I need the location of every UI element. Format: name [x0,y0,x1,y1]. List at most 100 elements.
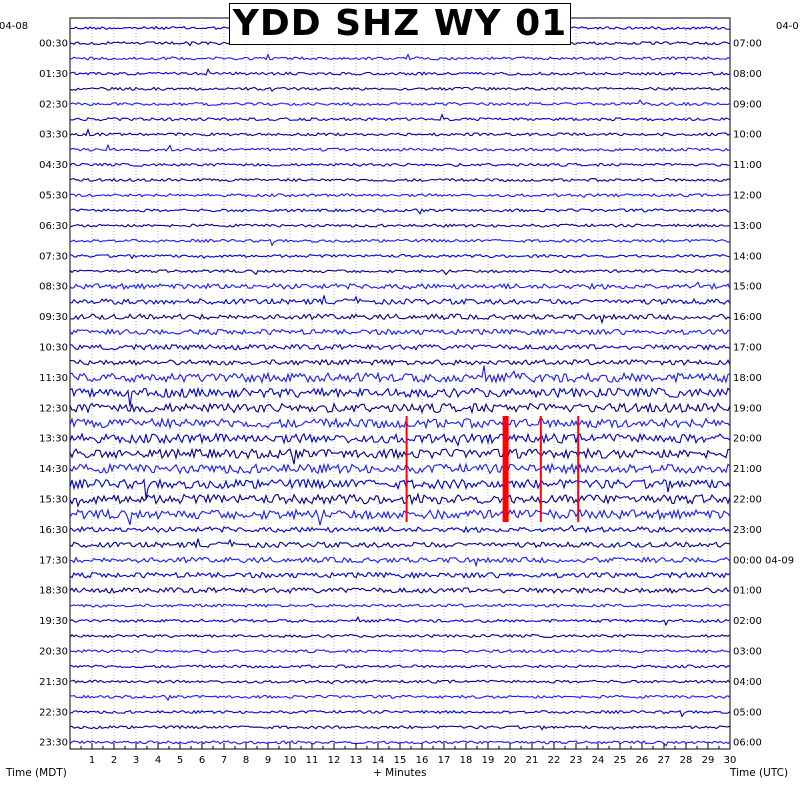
x-tick-label: 25 [614,755,627,766]
trace [69,53,731,61]
left-time-label: 07:30 [39,251,68,262]
x-axis-title: + Minutes [373,767,427,779]
x-tick-label: 21 [526,755,539,766]
trace [69,491,731,508]
left-time-label: 02:30 [39,99,68,110]
trace [69,447,731,465]
left-time-label: 11:30 [39,373,68,384]
trace [69,313,731,325]
right-time-label: 12:00 [733,191,762,202]
left-time-label: 00:30 [39,39,68,50]
trace [69,432,731,447]
left-time-label: 23:30 [39,738,68,749]
right-time-label: 08:00 [733,69,762,80]
x-tick-label: 26 [636,755,649,766]
x-tick-label: 18 [460,755,473,766]
right-time-label: 21:00 [733,464,762,475]
x-tick-label: 10 [284,755,297,766]
trace [69,113,731,122]
trace [69,238,731,247]
left-time-label: 06:30 [39,221,68,232]
trace [69,603,731,608]
left-time-label: 03:30 [39,130,68,141]
clipped-event [539,416,542,522]
trace [69,223,730,228]
x-tick-label: 29 [702,755,715,766]
x-tick-label: 6 [199,755,205,766]
chart-title: YDD SHZ WY 01 [232,3,568,44]
right-time-label: 00:00 04-09 [733,555,794,566]
right-time-label: 18:00 [733,373,762,384]
date-left-label: 04-08 [0,21,29,32]
trace [69,162,731,168]
trace [69,128,731,137]
x-tick-label: 24 [592,755,605,766]
x-tick-label: 9 [265,755,271,766]
trace [69,281,731,291]
x-tick-label: 4 [155,755,161,766]
left-time-labels: 00:30 01:30 02:30 03:30 04:30 05:30 06:30 07:30… [39,39,68,749]
x-tick-label: 13 [350,755,363,766]
trace [69,67,731,76]
trace [69,365,731,384]
left-time-label: 10:30 [39,343,68,354]
right-time-label: 10:00 [733,130,762,141]
trace [69,295,731,306]
x-tick-label: 27 [658,755,671,766]
trace [69,725,731,731]
seismic-traces [69,25,731,747]
x-tick-label: 5 [177,755,183,766]
trace [69,269,731,276]
right-time-label: 16:00 [733,312,762,323]
left-time-label: 09:30 [39,312,68,323]
x-tick-label: 12 [328,755,341,766]
trace [69,571,731,580]
x-tick-label: 14 [372,755,385,766]
left-time-label: 01:30 [39,69,68,80]
left-time-label: 08:30 [39,282,68,293]
x-tick-label: 8 [243,755,249,766]
trace [69,477,731,499]
left-time-label: 05:30 [39,191,68,202]
clipped-event [502,416,509,522]
trace [69,508,731,526]
x-tick-label: 11 [306,755,319,766]
trace [69,143,731,152]
trace [69,253,731,260]
x-tick-label: 30 [724,755,737,766]
right-time-label: 15:00 [733,282,762,293]
clipped-event [405,416,408,522]
left-time-label: 21:30 [39,677,68,688]
right-time-label: 05:00 [733,707,762,718]
right-time-label: 23:00 [733,525,762,536]
trace [69,679,731,685]
right-axis-title: Time (UTC) [730,767,789,779]
right-time-label: 02:00 [733,616,762,627]
x-tick-label: 2 [111,755,117,766]
right-time-label: 19:00 [733,403,762,414]
x-tick-label: 15 [394,755,407,766]
trace [69,343,731,351]
trace [69,86,731,92]
trace [69,401,731,415]
right-time-label: 09:00 [733,99,762,110]
trace [69,177,731,183]
left-time-label: 14:30 [39,464,68,475]
x-tick-label: 16 [416,755,429,766]
right-time-labels: 07:00 08:00 09:00 10:00 11:00 12:00 13:00 14:00… [733,39,794,749]
trace [69,208,731,215]
right-time-label: 17:00 [733,343,762,354]
x-tick-label: 19 [482,755,495,766]
left-time-label: 15:30 [39,495,68,506]
left-time-label: 17:30 [39,555,68,566]
left-time-label: 04:30 [39,160,68,171]
right-time-label: 14:00 [733,251,762,262]
right-time-label: 11:00 [733,160,762,171]
left-time-label: 20:30 [39,647,68,658]
trace [69,538,731,549]
x-tick-label: 3 [133,755,139,766]
right-time-label: 06:00 [733,738,762,749]
trace [69,709,731,718]
trace [69,99,731,107]
x-axis-ticks: 1 2 3 4 5 6 7 8 9 10 11 12 13 14 15 16 17 18 19 20 21 22 23 24 2… [69,743,737,766]
